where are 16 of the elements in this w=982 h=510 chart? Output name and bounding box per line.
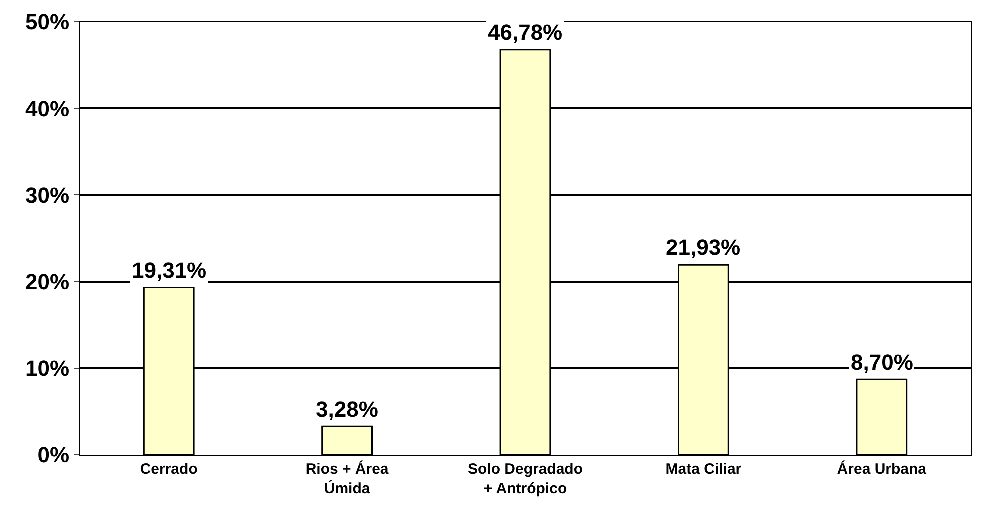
x-tick-label: Rios + Área Úmida: [306, 460, 390, 498]
x-tick-label: Solo Degradado + Antrópico: [468, 461, 584, 498]
y-tick-label: 30%: [26, 182, 70, 208]
data-label: 19,31%: [132, 258, 207, 283]
data-label: 46,78%: [488, 20, 563, 45]
data-label: 3,28%: [316, 397, 378, 422]
x-tick-label: Área Urbana: [837, 460, 928, 478]
data-label: 21,93%: [666, 235, 741, 260]
data-label: 8,70%: [851, 350, 914, 375]
x-tick-label: Cerrado: [140, 461, 198, 478]
y-tick-label: 40%: [26, 96, 70, 122]
y-tick-label: 20%: [26, 270, 70, 294]
x-tick-label: Mata Ciliar: [666, 461, 742, 478]
y-tick-label: 50%: [26, 10, 70, 35]
y-tick-label: 0%: [38, 442, 70, 468]
y-tick-label: 10%: [26, 356, 70, 382]
